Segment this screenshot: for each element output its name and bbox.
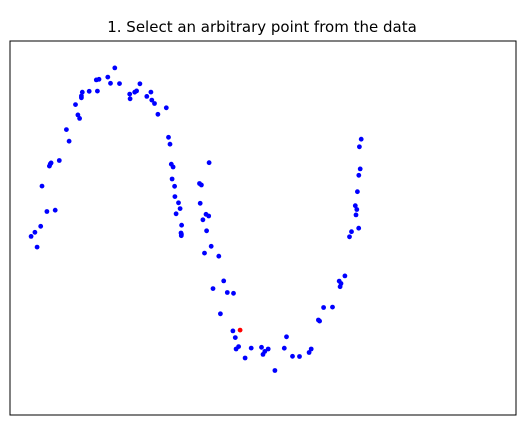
plot-frame — [9, 40, 517, 416]
data-point — [173, 211, 179, 217]
data-point — [208, 243, 214, 249]
data-point — [117, 81, 122, 86]
data-point — [112, 65, 118, 71]
data-point — [86, 88, 92, 94]
data-point — [236, 344, 242, 349]
data-point — [272, 368, 278, 373]
data-point — [290, 353, 295, 359]
data-point — [342, 273, 348, 279]
data-point — [169, 176, 175, 182]
data-point — [56, 158, 62, 163]
data-point — [166, 134, 171, 140]
data-point — [232, 335, 238, 340]
data-point — [52, 207, 58, 213]
data-point — [179, 222, 185, 228]
data-point — [64, 127, 69, 132]
data-point — [230, 328, 236, 334]
data-point — [248, 345, 254, 351]
data-point — [353, 212, 359, 218]
data-point — [338, 281, 344, 286]
data-point — [354, 207, 360, 212]
data-point — [176, 200, 181, 206]
data-point — [28, 234, 34, 239]
data-point — [127, 96, 133, 102]
data-point — [297, 354, 302, 359]
data-point — [216, 253, 222, 259]
data-point — [44, 209, 50, 214]
data-point — [218, 311, 223, 317]
data-point — [66, 138, 72, 144]
data-point — [149, 97, 155, 103]
data-points — [28, 65, 364, 373]
data-point — [221, 278, 227, 284]
data-point — [167, 141, 173, 147]
data-point — [95, 88, 100, 94]
data-point — [349, 229, 354, 235]
data-point — [144, 94, 150, 99]
data-point — [73, 102, 78, 107]
data-point — [306, 350, 312, 355]
data-point — [352, 203, 358, 209]
data-point — [231, 290, 236, 296]
data-point — [284, 334, 289, 340]
data-point — [224, 290, 230, 295]
data-point — [199, 182, 204, 188]
data-point — [197, 200, 203, 206]
chart-title: 1. Select an arbitrary point from the da… — [107, 18, 417, 36]
data-point — [170, 164, 176, 170]
data-point — [79, 93, 84, 99]
data-point — [206, 160, 212, 166]
data-point — [137, 81, 143, 87]
data-point — [127, 91, 133, 97]
data-point — [39, 183, 45, 189]
data-point — [330, 304, 335, 310]
data-point — [358, 136, 364, 142]
data-point — [79, 89, 85, 95]
data-point — [210, 286, 216, 291]
data-point — [206, 213, 212, 219]
data-point — [317, 318, 322, 324]
data-point — [177, 206, 183, 212]
data-point — [172, 183, 178, 189]
data-point — [152, 101, 157, 106]
data-point — [347, 234, 352, 240]
data-point — [134, 88, 140, 94]
data-point — [242, 355, 248, 361]
data-point — [48, 160, 54, 166]
data-point — [77, 116, 82, 121]
data-point — [204, 228, 210, 234]
selected-point — [237, 327, 243, 333]
data-point — [357, 144, 362, 150]
data-point — [163, 105, 169, 111]
data-point — [179, 231, 184, 237]
data-point — [172, 194, 178, 200]
data-point — [265, 346, 271, 352]
data-point — [356, 172, 362, 178]
data-point — [34, 244, 40, 250]
data-point — [32, 229, 38, 235]
data-point — [356, 225, 362, 231]
data-point — [259, 344, 264, 350]
data-point — [148, 89, 154, 95]
data-point — [355, 189, 360, 195]
data-point — [321, 305, 326, 310]
data-point — [105, 74, 111, 80]
data-point — [200, 217, 206, 223]
data-point — [262, 349, 268, 354]
data-point — [202, 250, 207, 256]
data-point — [38, 223, 44, 229]
data-point — [281, 345, 287, 351]
data-point — [155, 111, 161, 117]
data-point — [96, 76, 102, 82]
data-point — [308, 346, 314, 352]
data-point — [108, 80, 113, 86]
data-point — [357, 166, 363, 172]
